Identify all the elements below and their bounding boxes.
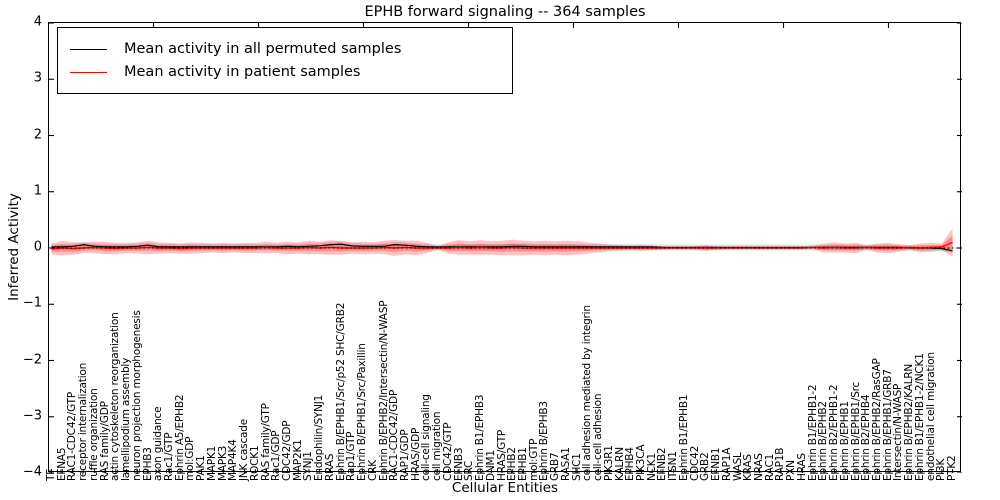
x-tick-label-text: PIK3CA	[634, 444, 647, 481]
x-tick-label-text: Ephrin B2/EPHB1-2	[828, 384, 841, 481]
x-tick-label-text: CDC42/GDP	[280, 420, 293, 481]
x-tick-label-text: MAP4K4	[227, 439, 240, 481]
x-tick-label-text: cell adhesion mediated by integrin	[581, 305, 594, 481]
x-tick-label-text: RAP1B	[774, 447, 787, 481]
x-tick-label-text: mol:GDP	[184, 436, 197, 481]
x-tick-label-text: axon guidance	[152, 406, 165, 481]
x-tick-label-text: PXN	[785, 460, 798, 481]
x-tick-label-text: RAP1A	[720, 447, 733, 481]
x-tick-label-text: CRK	[366, 460, 379, 481]
y-tick-label: 3	[33, 70, 42, 86]
x-tick-label-text: Ephrin B1/EPHB1-2/NCK1	[913, 353, 926, 481]
x-tick-label-text: MAPK1	[205, 445, 218, 481]
x-tick-label-text: lamellipodium assembly	[120, 357, 133, 481]
x-tick-label-text: cell-cell signaling	[420, 394, 433, 481]
x-tick-label-text: actin cytoskeleton reorganization	[109, 312, 122, 481]
chart-canvas	[49, 23, 962, 473]
x-tick-label-text: Rap1/GTP	[345, 431, 358, 481]
x-tick-label-text: Ephrin B/EPHB2/RasGAP	[870, 358, 883, 481]
legend: Mean activity in all permuted samples Me…	[57, 27, 513, 94]
y-tick-label: −4	[22, 464, 42, 480]
x-tick-label-text: PI3K	[935, 458, 948, 481]
x-tick-label-text: EPHB4	[624, 447, 637, 481]
x-tick-label-text: RAC1-CDC42/GTP	[66, 391, 79, 481]
x-axis-label: Cellular Entities	[451, 480, 559, 496]
legend-label-permuted: Mean activity in all permuted samples	[124, 41, 402, 57]
x-tick-label-text: SYNJ1	[302, 451, 315, 481]
y-tick-label: 2	[33, 127, 42, 142]
x-tick-label-text: Intersectin/N-WASP	[892, 383, 905, 481]
x-tick-label-text: RRAS	[323, 453, 336, 481]
chart-title: EPHB forward signaling -- 364 samples	[364, 4, 646, 20]
x-tick-label-text: HRAS	[795, 453, 808, 481]
x-tick-label-text: ROCK1	[248, 445, 261, 481]
x-tick-label-text: Ephrin B1/EPHB1	[677, 394, 690, 481]
x-tick-label-text: PAK1	[195, 455, 208, 481]
x-tick-label-text: ruffle organization	[87, 388, 100, 481]
x-tick-label-text: EPHB2	[506, 447, 519, 481]
x-tick-label-text: Ephrin B1/EPHB3	[474, 394, 487, 481]
x-tick-label-text: cell-cell adhesion	[592, 393, 605, 481]
x-tick-label-text: RAP1/GDP	[398, 429, 411, 481]
x-tick-label-text: ITSN1	[667, 451, 680, 481]
x-tick-label-text: Ephrin B/EPHB1/Src/Paxillin	[356, 343, 369, 481]
x-tick-label-text: JNK cascade	[238, 419, 251, 481]
y-tick-label: −3	[22, 408, 42, 424]
x-tick-label-text: KRAS	[742, 454, 755, 481]
x-tick-label-text: PIK3R1	[602, 445, 615, 481]
y-tick-label: −1	[22, 295, 42, 311]
x-tick-label-text: cell migration	[431, 411, 444, 481]
x-tick-label-text: EFNB1	[710, 447, 723, 481]
x-tick-label-text: GRB7	[549, 452, 562, 481]
patient-band-outer	[51, 228, 953, 257]
x-tick-label-text: receptor internalization	[77, 362, 90, 481]
x-tick-label-text: RAC1-CDC42/GDP	[388, 389, 401, 481]
permuted-line-swatch	[70, 48, 107, 50]
x-tick-label-text: Endophilin/SYNJ1	[313, 394, 326, 481]
x-tick-label-text: EPHB1	[516, 447, 529, 481]
x-tick-label-text: Ephrin B/EPHB3	[538, 401, 551, 481]
plot-area	[48, 22, 961, 472]
y-tick-label: −2	[22, 352, 42, 367]
legend-item-patient: Mean activity in patient samples	[70, 64, 512, 80]
x-tick-label-text: Ephrin B/EPHB1	[838, 401, 851, 481]
x-tick-label-text: Ephrin B2/EPHB4	[860, 394, 873, 481]
y-tick-label: 1	[33, 183, 42, 199]
x-tick-label-text: CDC42/GTP	[441, 422, 454, 481]
legend-item-permuted: Mean activity in all permuted samples	[70, 41, 512, 57]
x-tick-label-text: Rac1/GTP	[162, 432, 175, 481]
x-tick-label-text: SRC	[463, 460, 476, 481]
y-tick-label: 4	[33, 14, 42, 30]
x-tick-label-text: NRAS	[752, 453, 765, 481]
x-tick-label-text: TF	[45, 468, 57, 481]
x-tick-label-text: RASA1	[559, 447, 572, 481]
x-tick-label-text: DNM1	[484, 450, 497, 481]
x-tick-label-text: neuron projection morphogenesis	[130, 310, 143, 481]
x-tick-label-text: Ephrin B/EPHB2	[817, 401, 830, 481]
patient-line-swatch	[70, 71, 107, 73]
x-tick-label-text: Rac1/GDP	[270, 430, 283, 481]
x-tick-label-text: Ephrin B/EPHB2/KALRN	[903, 363, 916, 481]
y-tick-label: 0	[33, 239, 42, 255]
legend-label-patient: Mean activity in patient samples	[124, 64, 361, 80]
x-tick-label-text: PTK2	[946, 455, 959, 481]
x-tick-label-text: EFNB2	[656, 447, 669, 481]
x-tick-label-text: GRB2	[699, 452, 712, 481]
